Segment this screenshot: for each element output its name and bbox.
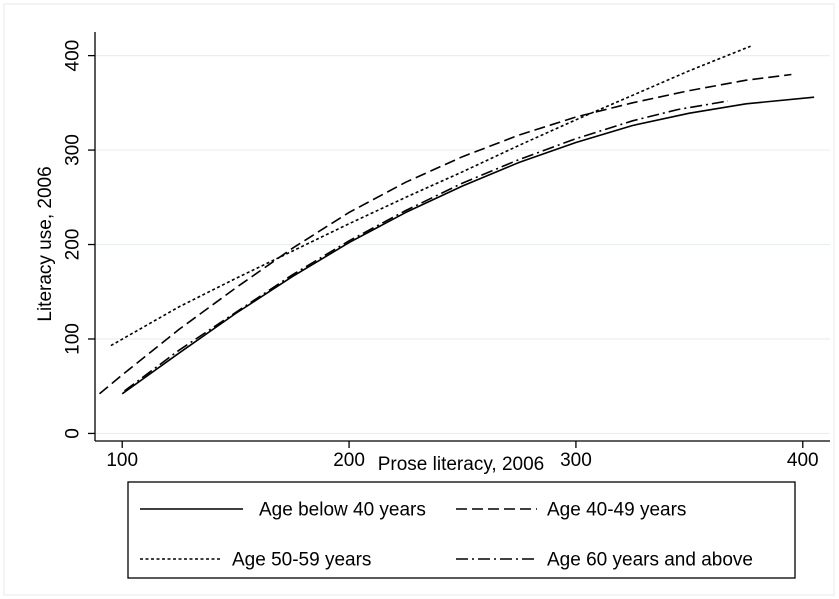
legend-label: Age below 40 years [259, 500, 426, 521]
x-tick-label: 100 [106, 450, 138, 471]
figure-frame [3, 3, 835, 596]
series-line [110, 45, 751, 347]
y-tick-label: 200 [63, 229, 84, 261]
legend-box [127, 481, 796, 579]
grid-lines [95, 55, 830, 435]
x-tick-label: 300 [560, 450, 592, 471]
series-line [98, 73, 792, 395]
x-axis-label: Prose literacy, 2006 [378, 454, 545, 475]
y-tick-label: 400 [63, 40, 84, 72]
x-tick-label: 200 [333, 450, 365, 471]
legend-label: Age 40-49 years [547, 500, 686, 521]
series-lines [98, 45, 815, 395]
y-axis-label: Literacy use, 2006 [35, 166, 56, 321]
x-tick-label: 400 [787, 450, 819, 471]
series-line [121, 96, 815, 395]
legend-label: Age 60 years and above [547, 550, 753, 571]
y-tick-label: 0 [63, 428, 84, 439]
axes: 0 100 200 300 400 100 200 300 400 [63, 32, 830, 471]
legend: Age below 40 years Age 40-49 years Age 50-… [127, 481, 796, 579]
y-tick-label: 100 [63, 323, 84, 355]
y-tick-label: 300 [63, 134, 84, 166]
legend-label: Age 50-59 years [232, 550, 371, 571]
